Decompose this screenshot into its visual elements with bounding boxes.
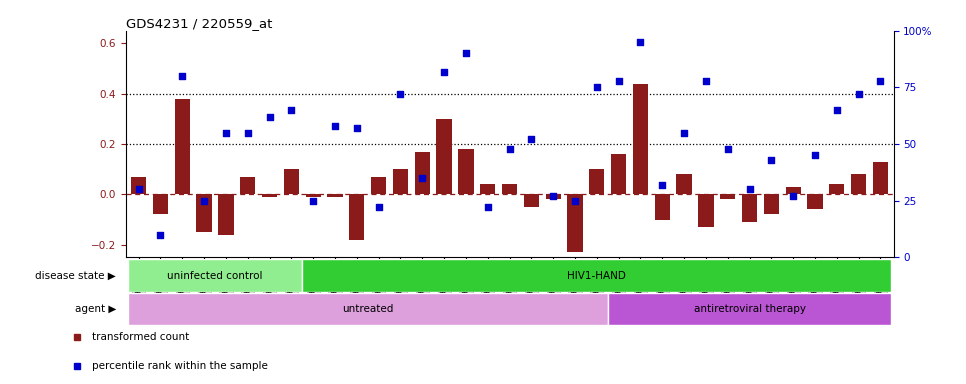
- Bar: [633, 84, 648, 194]
- Text: GDS4231 / 220559_at: GDS4231 / 220559_at: [126, 17, 272, 30]
- Text: HIV1-HAND: HIV1-HAND: [567, 270, 626, 281]
- Bar: [524, 194, 539, 207]
- Bar: [437, 119, 452, 194]
- Point: [546, 193, 561, 199]
- Bar: [128, 259, 302, 292]
- Point: [633, 39, 648, 45]
- Text: transformed count: transformed count: [92, 332, 189, 342]
- Bar: [128, 293, 608, 325]
- Text: uninfected control: uninfected control: [167, 270, 263, 281]
- Bar: [175, 99, 190, 194]
- Text: disease state ▶: disease state ▶: [35, 270, 116, 281]
- Point: [524, 136, 539, 142]
- Point: [655, 182, 670, 188]
- Bar: [302, 259, 892, 292]
- Bar: [327, 194, 343, 197]
- Bar: [153, 194, 168, 215]
- Bar: [131, 177, 146, 194]
- Bar: [262, 194, 277, 197]
- Bar: [611, 154, 626, 194]
- Bar: [720, 194, 735, 199]
- Point: [872, 78, 888, 84]
- Bar: [608, 293, 892, 325]
- Bar: [371, 177, 386, 194]
- Point: [808, 152, 823, 158]
- Point: [589, 84, 605, 90]
- Text: agent ▶: agent ▶: [74, 304, 116, 314]
- Bar: [785, 187, 801, 194]
- Point: [764, 157, 780, 163]
- Point: [196, 197, 212, 204]
- Point: [240, 129, 255, 136]
- Point: [262, 114, 277, 120]
- Point: [720, 146, 735, 152]
- Point: [829, 107, 844, 113]
- Bar: [676, 174, 692, 194]
- Bar: [873, 162, 888, 194]
- Bar: [502, 184, 517, 194]
- Bar: [742, 194, 757, 222]
- Bar: [284, 169, 299, 194]
- Point: [698, 78, 714, 84]
- Point: [305, 197, 321, 204]
- Point: [371, 204, 386, 210]
- Point: [502, 146, 518, 152]
- Point: [785, 193, 801, 199]
- Point: [393, 91, 409, 97]
- Text: antiretroviral therapy: antiretroviral therapy: [694, 304, 806, 314]
- Point: [437, 68, 452, 74]
- Text: untreated: untreated: [342, 304, 393, 314]
- Point: [131, 186, 147, 192]
- Bar: [698, 194, 714, 227]
- Bar: [218, 194, 234, 235]
- Bar: [458, 149, 473, 194]
- Bar: [393, 169, 408, 194]
- Bar: [764, 194, 779, 215]
- Bar: [196, 194, 212, 232]
- Bar: [241, 177, 255, 194]
- Point: [284, 107, 299, 113]
- Point: [742, 186, 757, 192]
- Text: percentile rank within the sample: percentile rank within the sample: [92, 361, 268, 371]
- Point: [480, 204, 496, 210]
- Point: [153, 232, 168, 238]
- Bar: [655, 194, 670, 220]
- Bar: [414, 152, 430, 194]
- Point: [851, 91, 867, 97]
- Bar: [567, 194, 582, 252]
- Bar: [851, 174, 867, 194]
- Point: [611, 78, 626, 84]
- Point: [676, 129, 692, 136]
- Bar: [589, 169, 605, 194]
- Point: [458, 50, 473, 56]
- Point: [349, 125, 364, 131]
- Point: [414, 175, 430, 181]
- Point: [175, 73, 190, 79]
- Point: [567, 197, 582, 204]
- Bar: [480, 184, 496, 194]
- Point: [327, 123, 343, 129]
- Bar: [305, 194, 321, 197]
- Bar: [349, 194, 364, 240]
- Bar: [829, 184, 844, 194]
- Bar: [808, 194, 823, 209]
- Bar: [546, 194, 561, 199]
- Point: [218, 129, 234, 136]
